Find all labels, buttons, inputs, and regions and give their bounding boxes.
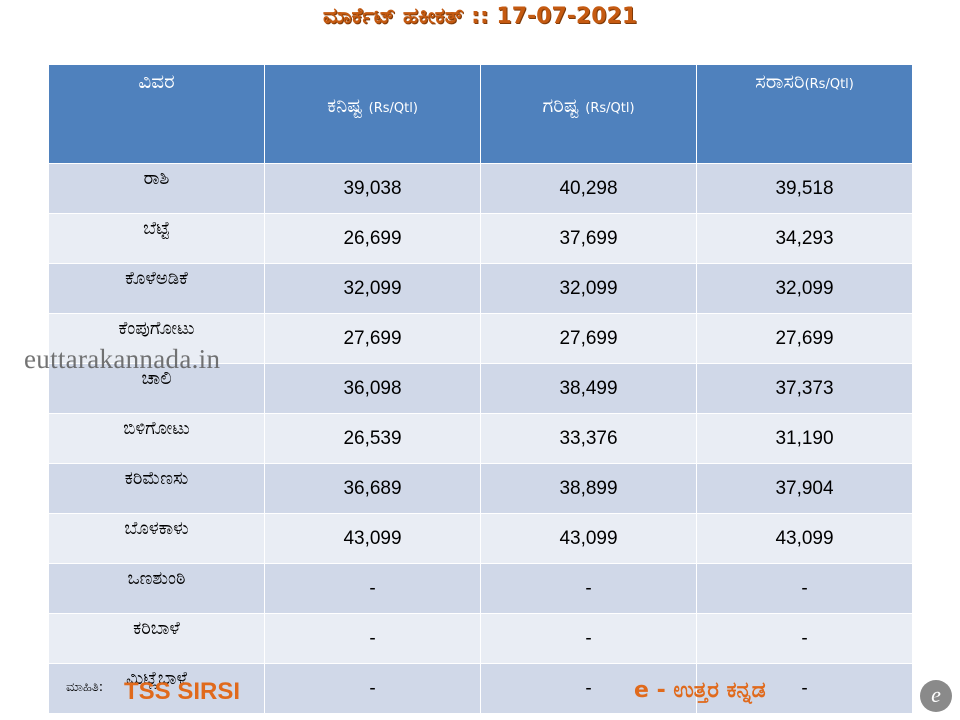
- watermark: euttarakannada.in: [24, 344, 221, 374]
- minimum-price-cell: 32,099: [264, 263, 481, 314]
- maximum-price-cell: 43,099: [480, 513, 697, 564]
- table-row: ಕರಿಬಾಳೆ - - -: [48, 613, 913, 664]
- average-price-cell: -: [696, 563, 913, 614]
- table-row: ಒಣಶುಂಠಿ - - -: [48, 563, 913, 614]
- minimum-price-cell: 39,038: [264, 163, 481, 214]
- header-minimum: ಕನಿಷ್ಟ (Rs/Qtl): [264, 64, 481, 164]
- average-price-cell: 37,904: [696, 463, 913, 514]
- table-row: ಕೆಂಪುಗೋಟು 27,699 27,699 27,699: [48, 313, 913, 364]
- maximum-price-cell: -: [480, 613, 697, 664]
- table-row: ಬೊಳಕಾಳು 43,099 43,099 43,099: [48, 513, 913, 564]
- header-maximum: ಗರಿಷ್ಟ (Rs/Qtl): [480, 64, 697, 164]
- table-row: ಚಾಲಿ 36,098 38,499 37,373: [48, 363, 913, 414]
- table-row: ಬೆಟ್ಟೆ 26,699 37,699 34,293: [48, 213, 913, 264]
- header-maximum-unit: (Rs/Qtl): [585, 101, 635, 116]
- header-average-unit: (Rs/Qtl): [804, 77, 854, 92]
- average-price-cell: 31,190: [696, 413, 913, 464]
- average-price-cell: 39,518: [696, 163, 913, 214]
- commodity-name-cell: ಕರಿಮೆಣಸು: [48, 463, 265, 514]
- commodity-name-cell: ಮಿಟ್ಲೆಬಾಳೆ: [48, 663, 265, 714]
- source-name: TSS SIRSI: [124, 678, 241, 705]
- table-body: ರಾಶಿ 39,038 40,298 39,518 ಬೆಟ್ಟೆ 26,699 37,699…: [48, 163, 913, 714]
- commodity-name-cell: ಕರಿಬಾಳೆ: [48, 613, 265, 664]
- minimum-price-cell: 36,098: [264, 363, 481, 414]
- maximum-price-cell: -: [480, 663, 697, 714]
- maximum-price-cell: 33,376: [480, 413, 697, 464]
- average-price-cell: 34,293: [696, 213, 913, 264]
- average-price-cell: 32,099: [696, 263, 913, 314]
- commodity-name-cell: ಬಿಳಿಗೋಟು: [48, 413, 265, 464]
- header-row: ವಿವರ ಕನಿಷ್ಟ (Rs/Qtl) ಗರಿಷ್ಟ (Rs/Qtl) ಸರಾ…: [48, 64, 913, 164]
- maximum-price-cell: 38,899: [480, 463, 697, 514]
- commodity-name-cell: ರಾಶಿ: [48, 163, 265, 214]
- table-row: ಬಿಳಿಗೋಟು 26,539 33,376 31,190: [48, 413, 913, 464]
- header-maximum-label: ಗರಿಷ್ಟ: [542, 93, 579, 117]
- maximum-price-cell: -: [480, 563, 697, 614]
- maximum-price-cell: 38,499: [480, 363, 697, 414]
- commodity-name-cell: ಬೆಟ್ಟೆ: [48, 213, 265, 264]
- average-price-cell: 27,699: [696, 313, 913, 364]
- source-label: ಮಾಹಿತಿ:: [66, 680, 104, 695]
- minimum-price-cell: 43,099: [264, 513, 481, 564]
- average-price-cell: -: [696, 663, 913, 714]
- minimum-price-cell: 27,699: [264, 313, 481, 364]
- table-row: ರಾಶಿ 39,038 40,298 39,518: [48, 163, 913, 214]
- minimum-price-cell: 26,699: [264, 213, 481, 264]
- minimum-price-cell: 26,539: [264, 413, 481, 464]
- minimum-price-cell: -: [264, 663, 481, 714]
- header-minimum-label: ಕನಿಷ್ಟ: [327, 93, 363, 117]
- average-price-cell: 37,373: [696, 363, 913, 414]
- brand-name: e - ಉತ್ತರ ಕನ್ನಡ: [634, 678, 766, 703]
- minimum-price-cell: -: [264, 563, 481, 614]
- average-price-cell: -: [696, 613, 913, 664]
- brand-logo-icon: e: [920, 680, 952, 712]
- market-price-table: ವಿವರ ಕನಿಷ್ಟ (Rs/Qtl) ಗರಿಷ್ಟ (Rs/Qtl) ಸರಾ…: [48, 64, 913, 714]
- page-title: ಮಾರ್ಕೆಟ್ ಹಕೀಕತ್ :: 17-07-2021: [322, 4, 638, 29]
- minimum-price-cell: 36,689: [264, 463, 481, 514]
- header-average: ಸರಾಸರಿ(Rs/Qtl): [696, 64, 913, 164]
- header-details-label: ವಿವರ: [138, 69, 175, 93]
- maximum-price-cell: 37,699: [480, 213, 697, 264]
- commodity-name-cell: ಕೆಂಪುಗೋಟು: [48, 313, 265, 364]
- maximum-price-cell: 40,298: [480, 163, 697, 214]
- commodity-name-cell: ಚಾಲಿ: [48, 363, 265, 414]
- header-minimum-unit: (Rs/Qtl): [368, 101, 418, 116]
- table-row: ಕರಿಮೆಣಸು 36,689 38,899 37,904: [48, 463, 913, 514]
- header-average-label: ಸರಾಸರಿ: [755, 69, 805, 93]
- table-row: ಕೊಳೆಅಡಿಕೆ 32,099 32,099 32,099: [48, 263, 913, 314]
- commodity-name-cell: ಕೊಳೆಅಡಿಕೆ: [48, 263, 265, 314]
- commodity-name-cell: ಒಣಶುಂಠಿ: [48, 563, 265, 614]
- average-price-cell: 43,099: [696, 513, 913, 564]
- commodity-name-cell: ಬೊಳಕಾಳು: [48, 513, 265, 564]
- table-row: ಮಿಟ್ಲೆಬಾಳೆ - - -: [48, 663, 913, 714]
- maximum-price-cell: 32,099: [480, 263, 697, 314]
- header-details: ವಿವರ: [48, 64, 265, 164]
- maximum-price-cell: 27,699: [480, 313, 697, 364]
- minimum-price-cell: -: [264, 613, 481, 664]
